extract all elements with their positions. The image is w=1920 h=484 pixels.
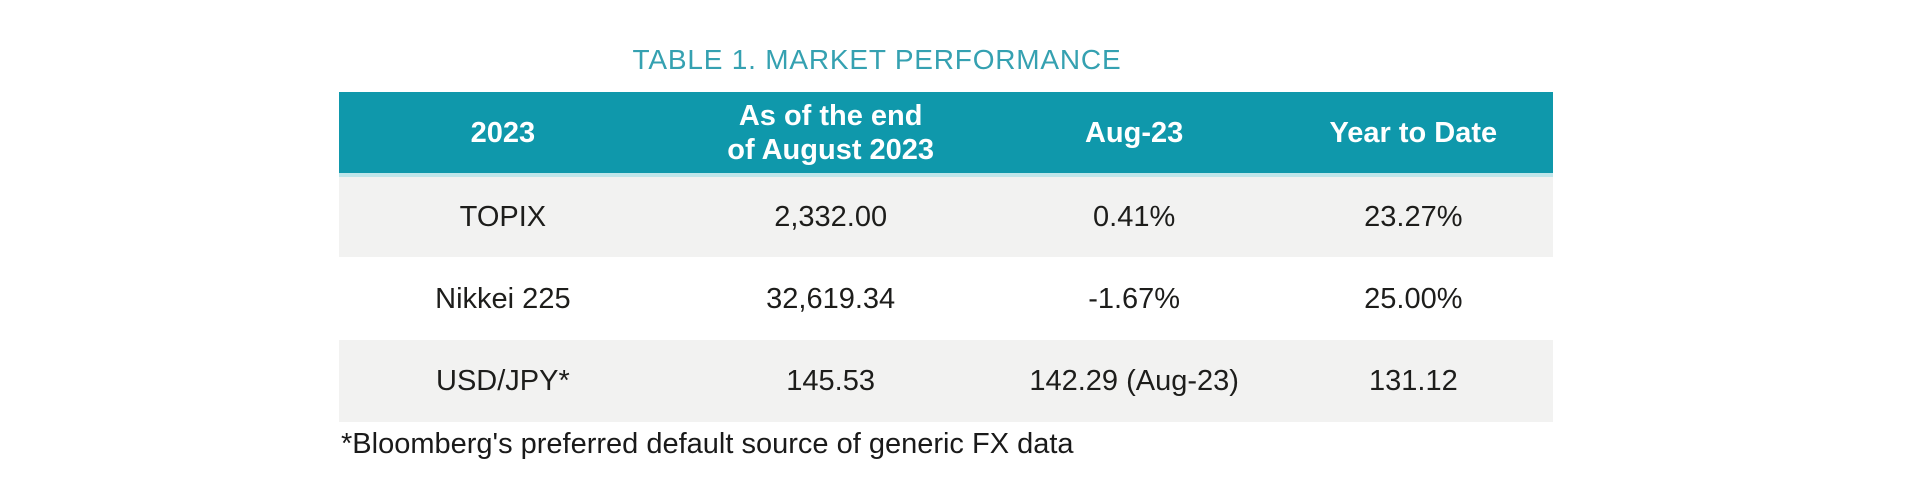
- cell-end-aug: 145.53: [786, 365, 875, 397]
- header-cell-2023: 2023: [470, 116, 536, 149]
- cell-ytd: 23.27%: [1364, 201, 1463, 233]
- table-title: TABLE 1. MARKET PERFORMANCE: [632, 44, 1122, 75]
- cell-ytd: 25.00%: [1364, 282, 1463, 315]
- table-row-usd-jpy: USD/JPY* 145.53 142.29 (Aug-23) 131.12: [339, 340, 1553, 422]
- header-separator-line: [339, 173, 1553, 177]
- header-cell-year-to-date: Year to Date: [1329, 116, 1498, 149]
- market-performance-table: 2023 As of the end of August 2023 Aug-23…: [339, 92, 1553, 422]
- cell-aug: 0.41%: [1093, 201, 1176, 233]
- cell-end-aug: 32,619.34: [766, 282, 896, 315]
- cell-aug: -1.67%: [1088, 282, 1181, 315]
- cell-aug: 142.29 (Aug-23): [1029, 365, 1239, 397]
- row-label: USD/JPY*: [436, 365, 570, 397]
- table-footnote: *Bloomberg's preferred default source of…: [341, 428, 1074, 460]
- table-row-nikkei-225: Nikkei 225 32,619.34 -1.67% 25.00%: [339, 257, 1553, 340]
- row-label: Nikkei 225: [435, 282, 571, 315]
- header-cell-end-of-august: As of the end of August 2023: [727, 99, 935, 166]
- table-row-topix: TOPIX 2,332.00 0.41% 23.27%: [339, 177, 1553, 257]
- header-cell-aug-23: Aug-23: [1084, 116, 1184, 149]
- table-header-row: 2023 As of the end of August 2023 Aug-23…: [339, 92, 1553, 173]
- cell-ytd: 131.12: [1369, 365, 1458, 397]
- row-label: TOPIX: [459, 201, 547, 233]
- cell-end-aug: 2,332.00: [774, 201, 888, 233]
